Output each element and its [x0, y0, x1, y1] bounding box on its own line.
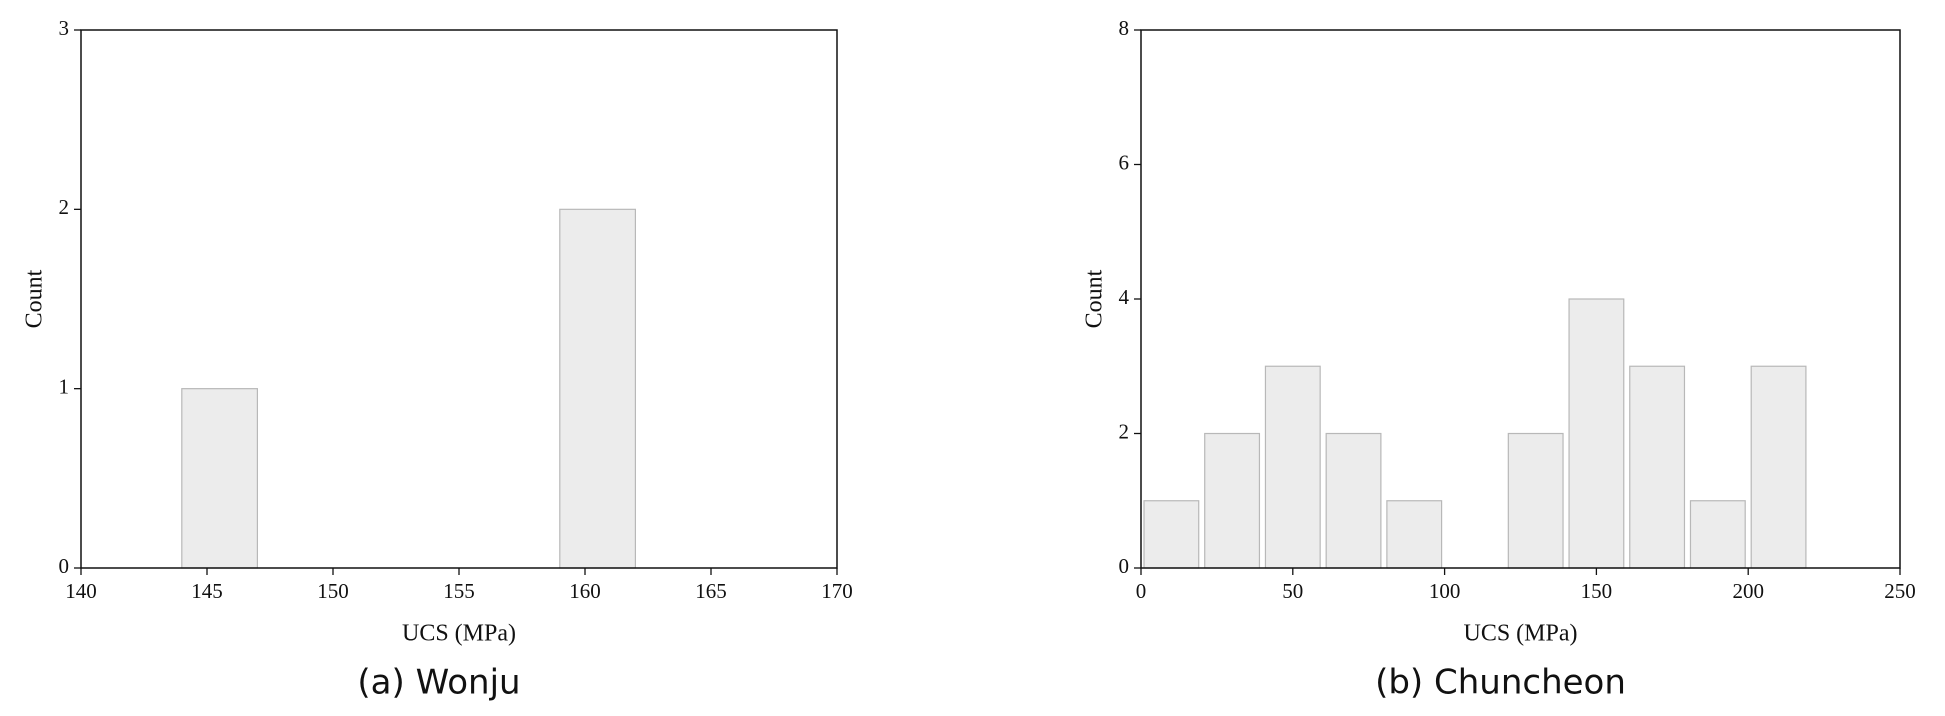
bar	[1386, 500, 1443, 569]
bar	[1629, 365, 1686, 569]
y-tick-label: 1	[59, 374, 70, 398]
x-axis-label: UCS (MPa)	[402, 621, 516, 647]
y-tick-label: 6	[1119, 150, 1130, 174]
x-tick-label: 50	[1282, 579, 1303, 603]
x-tick-label: 165	[695, 579, 727, 603]
y-axis-label: Count	[1082, 269, 1108, 328]
x-tick-label: 170	[821, 579, 853, 603]
x-tick-label: 200	[1732, 579, 1764, 603]
bar	[1143, 500, 1200, 569]
bar	[1204, 432, 1261, 569]
x-tick-label: 145	[191, 579, 223, 603]
y-axis-label: Count	[22, 269, 48, 328]
x-tick-label: 150	[1581, 579, 1613, 603]
bar	[1325, 432, 1382, 569]
x-tick-label: 0	[1136, 579, 1147, 603]
x-tick-label: 140	[65, 579, 97, 603]
x-tick-label: 150	[317, 579, 349, 603]
y-tick-label: 3	[59, 16, 70, 40]
y-tick-label: 2	[1119, 419, 1130, 443]
caption: (a) Wonju	[357, 663, 520, 703]
x-tick-label: 100	[1429, 579, 1461, 603]
y-tick-label: 0	[1119, 554, 1130, 578]
bar	[559, 208, 636, 569]
y-tick-label: 0	[59, 554, 70, 578]
y-tick-label: 4	[1119, 285, 1130, 309]
bar	[1507, 432, 1564, 569]
bar	[1750, 365, 1807, 569]
y-tick-label: 2	[59, 195, 70, 219]
x-tick-label: 160	[569, 579, 601, 603]
bar	[1568, 298, 1625, 569]
bar	[1689, 500, 1746, 569]
x-tick-label: 250	[1884, 579, 1916, 603]
x-axis-label: UCS (MPa)	[1463, 621, 1577, 647]
bar	[181, 388, 259, 569]
x-tick-label: 155	[443, 579, 475, 603]
caption: (b) Chuncheon	[1375, 663, 1626, 703]
bar	[1264, 365, 1321, 569]
y-tick-label: 8	[1119, 16, 1130, 40]
